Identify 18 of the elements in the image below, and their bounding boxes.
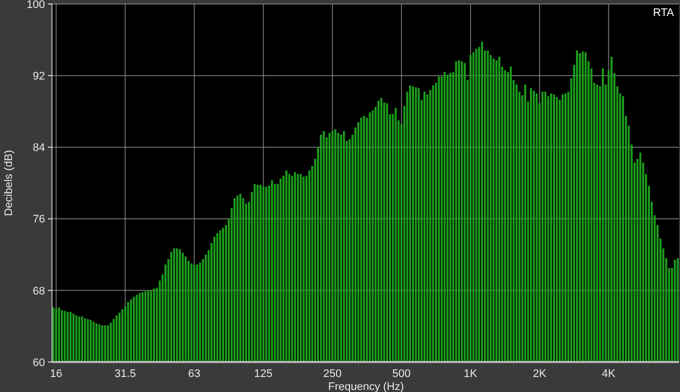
- x-tick-label: 63: [188, 368, 200, 380]
- y-tick-label: 100: [26, 0, 45, 11]
- x-tick-label: 4K: [602, 368, 616, 380]
- x-tick-label: 2K: [532, 368, 547, 380]
- x-tick-label: 31.5: [114, 368, 136, 380]
- chart-title: RTA: [653, 7, 675, 19]
- y-tick-label: 76: [32, 214, 45, 226]
- x-tick-label: 250: [323, 368, 342, 380]
- x-tick-label: 16: [50, 368, 62, 380]
- x-axis-title: Frequency (Hz): [328, 381, 404, 392]
- y-tick-label: 84: [32, 142, 45, 154]
- y-tick-label: 60: [32, 356, 45, 369]
- x-tick-label: 1K: [464, 368, 478, 380]
- x-tick-label: 500: [392, 368, 411, 380]
- x-tick-label: 125: [254, 368, 273, 380]
- y-axis-title: Decibels (dB): [3, 150, 15, 216]
- y-tick-label: 68: [32, 285, 45, 298]
- y-tick-label: 92: [32, 70, 45, 82]
